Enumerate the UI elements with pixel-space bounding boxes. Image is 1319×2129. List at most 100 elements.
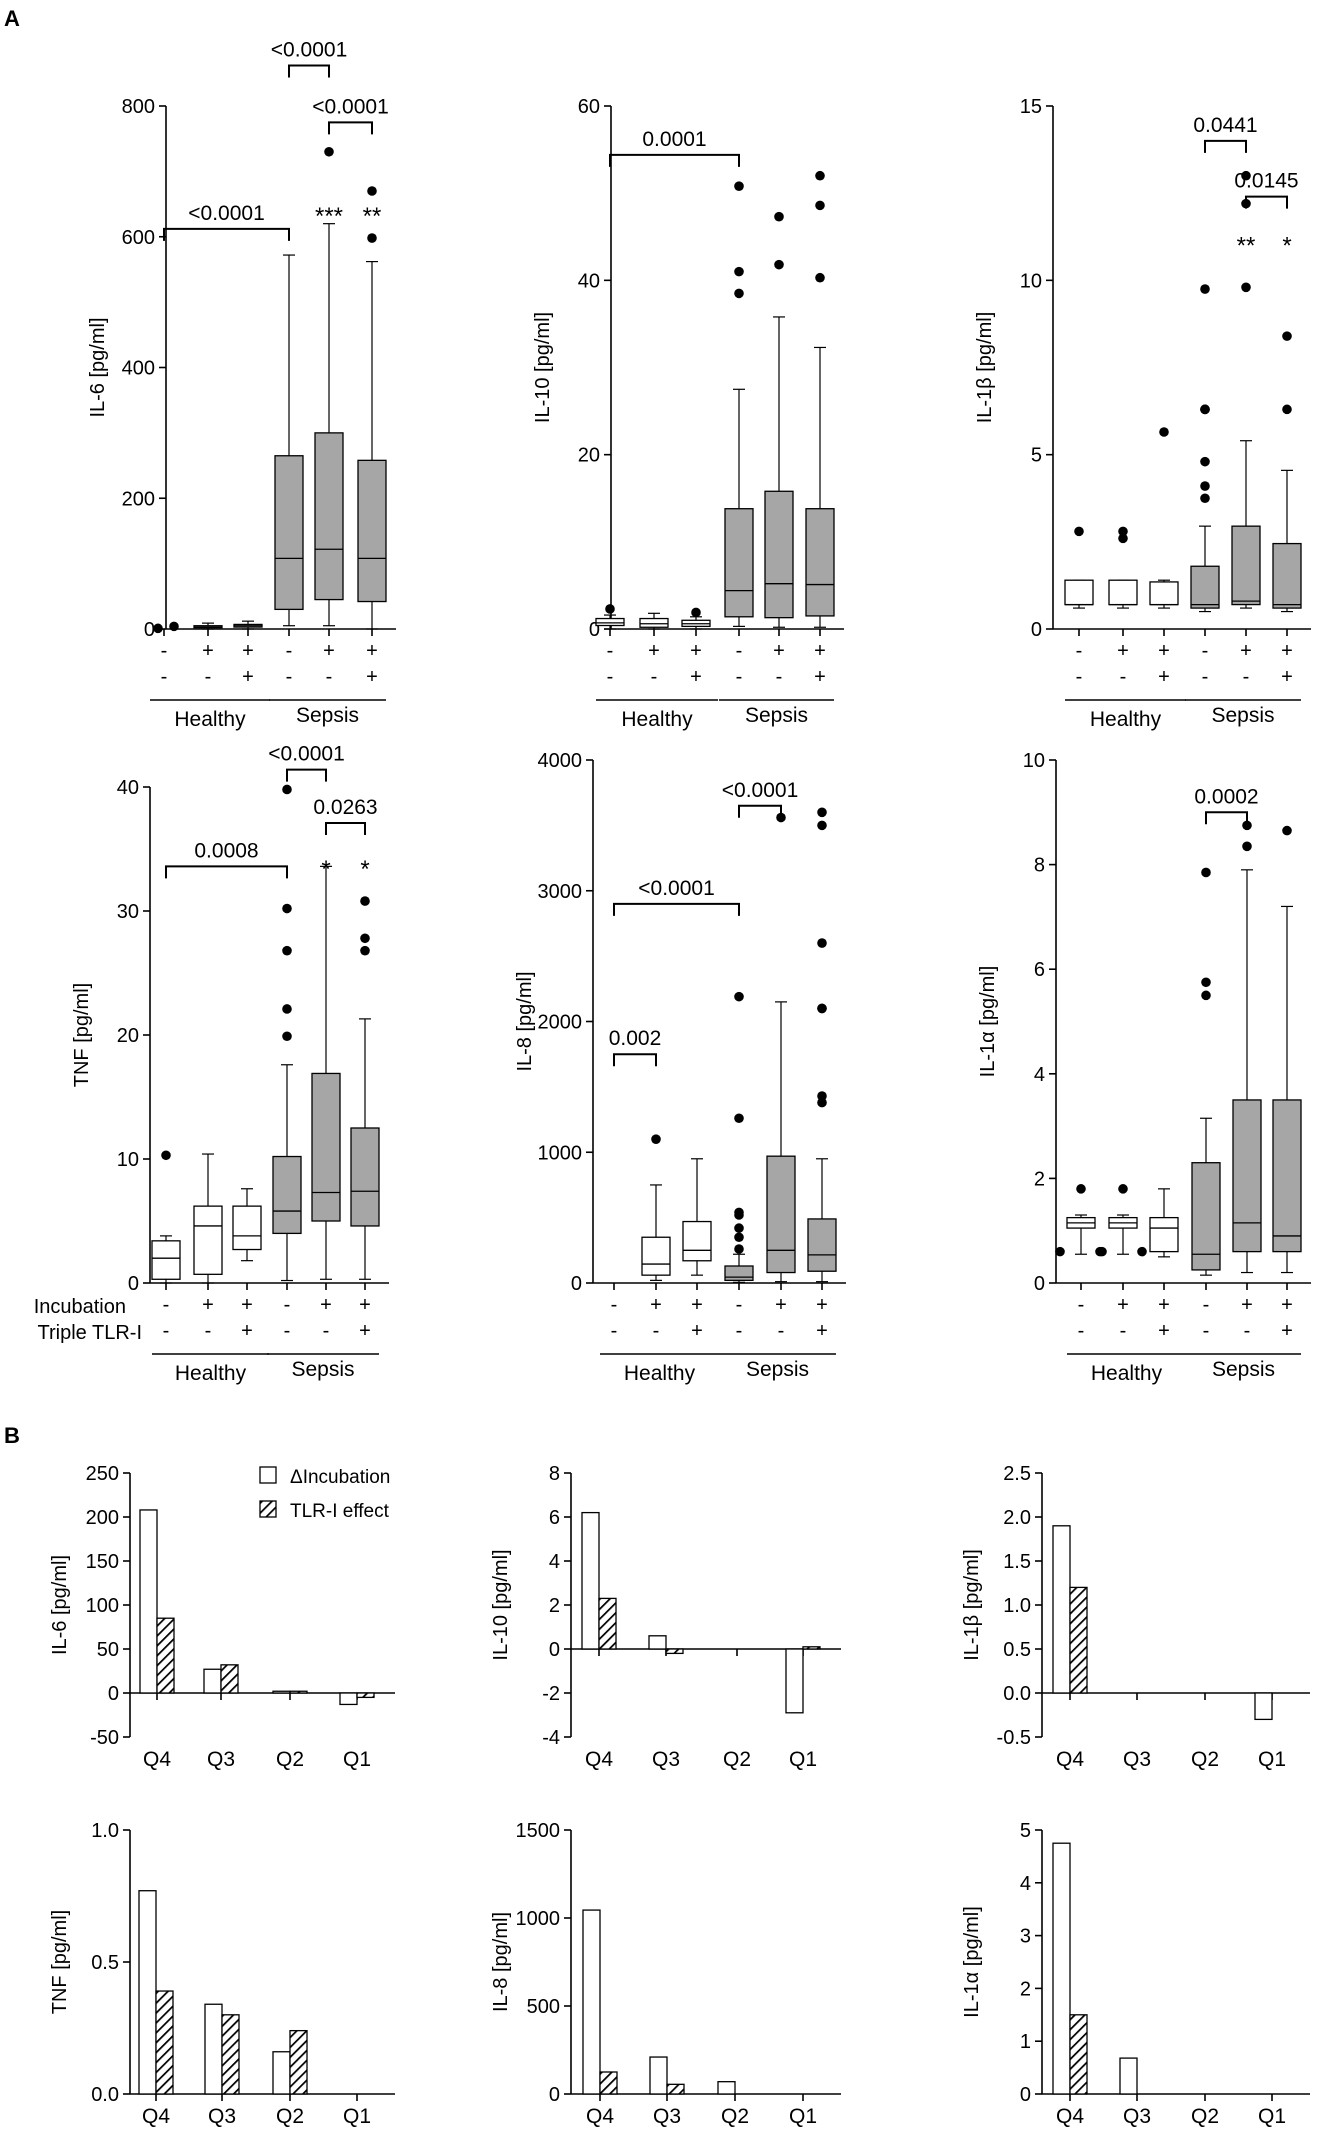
- y-tick-label: 3: [1020, 1926, 1031, 1948]
- incubation-sign: +: [691, 1294, 703, 1316]
- triple-tlr-sign: +: [359, 1320, 371, 1342]
- incubation-sign: +: [241, 1294, 253, 1316]
- outlier-point: [774, 259, 784, 270]
- outlier-point: [734, 1223, 744, 1233]
- box-4: [1191, 867, 1221, 1276]
- outlier-point: [282, 945, 292, 956]
- p-value-label: <0.0001: [638, 877, 715, 900]
- incubation-sign: +: [690, 640, 702, 662]
- box-iqr: [595, 617, 625, 627]
- box-6: [807, 807, 837, 1283]
- y-tick-label: 4: [1034, 1064, 1045, 1086]
- y-tick-label: 2: [1020, 1978, 1031, 2000]
- incubation-sign: -: [736, 1294, 743, 1316]
- box-2: [193, 1153, 223, 1284]
- bar-delta-incubation: [1254, 1692, 1273, 1721]
- box-3: [681, 607, 711, 630]
- triple-tlr-sign: +: [241, 1320, 253, 1342]
- y-tick-label: 2.0: [1003, 1507, 1031, 1529]
- bar-tlr-effect: [666, 2083, 685, 2095]
- outlier-point: [1200, 481, 1210, 491]
- y-tick-label: 10: [117, 1149, 139, 1171]
- bar-delta-incubation: [139, 1509, 158, 1694]
- bar-tlr-effect: [156, 1617, 175, 1694]
- significance-bracket: [288, 64, 330, 78]
- incubation-sign: -: [607, 640, 614, 662]
- incubation-sign: +: [366, 640, 378, 662]
- significance-stars: **: [1237, 232, 1256, 259]
- y-tick-label: 150: [86, 1551, 119, 1573]
- y-tick-label: 1000: [516, 1908, 561, 1930]
- box-4: [272, 784, 302, 1282]
- triple-tlr-sign: -: [653, 1320, 660, 1342]
- bar-delta-incubation: [581, 1511, 600, 1650]
- outlier-point: [1282, 331, 1292, 341]
- y-tick-label: 800: [122, 96, 155, 118]
- bar-delta-incubation: [649, 2056, 668, 2095]
- box-1: [1064, 526, 1094, 609]
- bar-tlr-effect: [356, 1692, 375, 1699]
- outlier-point: [282, 1004, 292, 1014]
- triple-tlr-sign: -: [1203, 1320, 1210, 1342]
- triple-tlr-sign: -: [205, 1320, 212, 1342]
- triple-tlr-sign: -: [163, 1320, 170, 1342]
- outlier-point: [1201, 990, 1211, 1001]
- y-tick-label: 6: [1034, 959, 1045, 981]
- box-2: [639, 612, 669, 630]
- box-iqr: [274, 455, 304, 611]
- y-axis-label: IL-6 [pg/ml]: [87, 317, 109, 417]
- box-iqr: [1272, 542, 1302, 609]
- incubation-sign: +: [1158, 640, 1170, 662]
- outlier-point: [282, 1031, 292, 1042]
- outlier-point: [1201, 977, 1211, 988]
- y-tick-label: 0: [549, 2084, 560, 2106]
- p-value-label: 0.0001: [642, 128, 706, 151]
- outlier-point: [1201, 867, 1211, 878]
- outlier-point: [1055, 1246, 1065, 1257]
- y-tick-label: 1500: [516, 1820, 561, 1842]
- outlier-point: [1200, 284, 1210, 294]
- outlier-point: [1242, 820, 1252, 831]
- y-tick-label: 100: [86, 1595, 119, 1617]
- bar-tlr-effect: [220, 1664, 239, 1694]
- barchart-panel-5: 0 500 1000 1500 IL-8 [pg/ml] Q4 Q3 Q2 Q1: [490, 1820, 841, 2128]
- box-iqr: [1191, 1162, 1221, 1271]
- bar-delta-incubation: [138, 1890, 157, 2095]
- boxplot-panel-4: 0 10 20 30 40 TNF [pg/ml] 0.0008 <0.0001 0.0263 *…: [34, 743, 389, 1385]
- outlier-point: [734, 991, 744, 1002]
- bar-delta-incubation: [1052, 1525, 1071, 1694]
- bar-delta-incubation: [204, 2003, 223, 2095]
- quartile-label: Q1: [343, 1748, 371, 1771]
- outlier-point: [367, 233, 377, 243]
- group-label-healthy: Healthy: [1090, 708, 1162, 731]
- row-label-triple-tlr: Triple TLR-I: [38, 1322, 142, 1344]
- bar-delta-incubation: [648, 1635, 667, 1650]
- bar-delta-incubation: [339, 1692, 358, 1706]
- bar-delta-incubation: [717, 2081, 736, 2095]
- bar-tlr-effect: [289, 2029, 308, 2095]
- outlier-point: [734, 1207, 744, 1218]
- y-tick-label: 0: [144, 619, 155, 641]
- box-iqr: [724, 508, 754, 618]
- y-tick-label: 5: [1020, 1820, 1031, 1842]
- significance-stars: ***: [315, 203, 343, 230]
- outlier-point: [734, 266, 744, 277]
- significance-stars: *: [321, 856, 330, 883]
- incubation-sign: +: [359, 1294, 371, 1316]
- significance-bracket: [1205, 811, 1248, 825]
- box-5: [764, 211, 794, 628]
- incubation-sign: -: [163, 1294, 170, 1316]
- triple-tlr-sign: -: [736, 1320, 743, 1342]
- legend-swatch-delta-incubation: [259, 1466, 277, 1484]
- bar-tlr-effect: [665, 1648, 684, 1655]
- bar-tlr-effect: [1069, 1586, 1088, 1694]
- incubation-sign: +: [242, 640, 254, 662]
- box-iqr: [272, 1155, 302, 1235]
- p-value-label: 0.0263: [313, 796, 377, 819]
- incubation-sign: +: [202, 640, 214, 662]
- box-6: [1272, 825, 1302, 1274]
- box-1: [595, 604, 625, 630]
- outlier-point: [1242, 841, 1252, 852]
- outlier-point: [1076, 1184, 1086, 1194]
